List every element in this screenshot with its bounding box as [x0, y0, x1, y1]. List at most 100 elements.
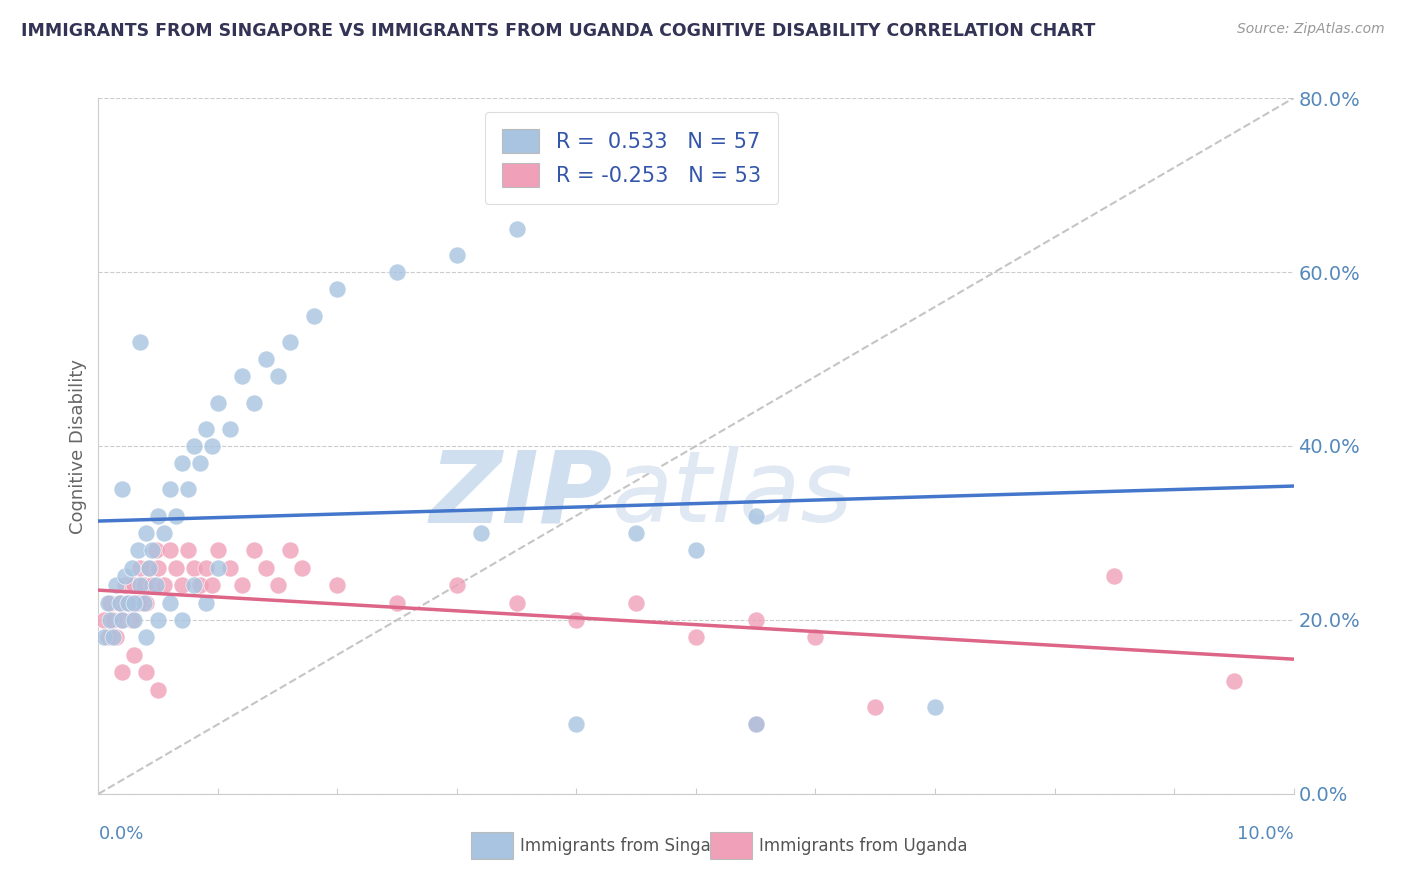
Point	[148, 682, 170, 697]
Point	[135, 525, 157, 540]
Point	[254, 351, 277, 366]
Point	[278, 334, 301, 349]
Point	[290, 561, 312, 575]
Point	[111, 613, 134, 627]
Legend: R =  0.533   N = 57, R = -0.253   N = 53: R = 0.533 N = 57, R = -0.253 N = 53	[485, 112, 778, 204]
Point	[685, 543, 707, 558]
Point	[93, 630, 115, 644]
Point	[254, 561, 277, 575]
Point	[148, 508, 170, 523]
Point	[121, 613, 143, 627]
Point	[207, 395, 229, 409]
Point	[97, 630, 120, 644]
Point	[207, 561, 229, 575]
Point	[117, 596, 139, 610]
Text: 0.0%: 0.0%	[98, 825, 143, 843]
Point	[385, 265, 409, 279]
Point	[101, 630, 124, 644]
Point	[385, 596, 409, 610]
Text: 10.0%: 10.0%	[1237, 825, 1294, 843]
Point	[132, 578, 155, 592]
Point	[195, 561, 218, 575]
Point	[326, 282, 349, 296]
Point	[685, 630, 707, 644]
Point	[121, 561, 143, 575]
Point	[188, 578, 211, 592]
Point	[219, 421, 242, 435]
Text: IMMIGRANTS FROM SINGAPORE VS IMMIGRANTS FROM UGANDA COGNITIVE DISABILITY CORRELA: IMMIGRANTS FROM SINGAPORE VS IMMIGRANTS …	[21, 22, 1095, 40]
Point	[111, 483, 134, 497]
Point	[446, 578, 468, 592]
Point	[153, 578, 176, 592]
Point	[745, 613, 768, 627]
Text: Immigrants from Uganda: Immigrants from Uganda	[759, 837, 967, 855]
Point	[117, 596, 139, 610]
Point	[145, 578, 167, 592]
Point	[165, 561, 187, 575]
Point	[745, 717, 768, 731]
Point	[135, 630, 157, 644]
Point	[101, 613, 124, 627]
Point	[141, 543, 163, 558]
Point	[148, 613, 170, 627]
Point	[129, 334, 152, 349]
Point	[565, 717, 588, 731]
Point	[195, 421, 218, 435]
Point	[183, 561, 205, 575]
Point	[924, 699, 946, 714]
Text: atlas: atlas	[613, 446, 853, 543]
Point	[172, 578, 194, 592]
Point	[138, 561, 160, 575]
Point	[153, 525, 176, 540]
Point	[1102, 569, 1125, 583]
Y-axis label: Cognitive Disability: Cognitive Disability	[69, 359, 87, 533]
Point	[207, 543, 229, 558]
Point	[129, 578, 152, 592]
Point	[129, 561, 152, 575]
Point	[172, 456, 194, 471]
Point	[135, 596, 157, 610]
Point	[111, 665, 134, 680]
Point	[506, 221, 529, 235]
Point	[148, 561, 170, 575]
Point	[183, 439, 205, 453]
Point	[201, 439, 224, 453]
Point	[159, 543, 181, 558]
Point	[108, 596, 131, 610]
Point	[138, 561, 160, 575]
Point	[114, 578, 136, 592]
Point	[124, 578, 146, 592]
Point	[565, 613, 588, 627]
Point	[124, 648, 146, 662]
Point	[470, 525, 492, 540]
Point	[243, 543, 266, 558]
Point	[267, 369, 290, 384]
Point	[302, 309, 325, 323]
Point	[183, 578, 205, 592]
Point	[159, 596, 181, 610]
Point	[127, 543, 149, 558]
Point	[506, 596, 529, 610]
Point	[745, 508, 768, 523]
Point	[177, 483, 200, 497]
Point	[219, 561, 242, 575]
Point	[100, 596, 122, 610]
Point	[863, 699, 887, 714]
Point	[165, 508, 187, 523]
Point	[172, 613, 194, 627]
Point	[124, 613, 146, 627]
Point	[159, 483, 181, 497]
Point	[105, 578, 128, 592]
Point	[127, 596, 149, 610]
Point	[626, 596, 648, 610]
Point	[97, 596, 120, 610]
Point	[231, 578, 253, 592]
Point	[141, 578, 163, 592]
Point	[100, 613, 122, 627]
Point	[1222, 673, 1246, 688]
Point	[626, 525, 648, 540]
Point	[177, 543, 200, 558]
Point	[745, 717, 768, 731]
Point	[135, 665, 157, 680]
Point	[93, 613, 115, 627]
